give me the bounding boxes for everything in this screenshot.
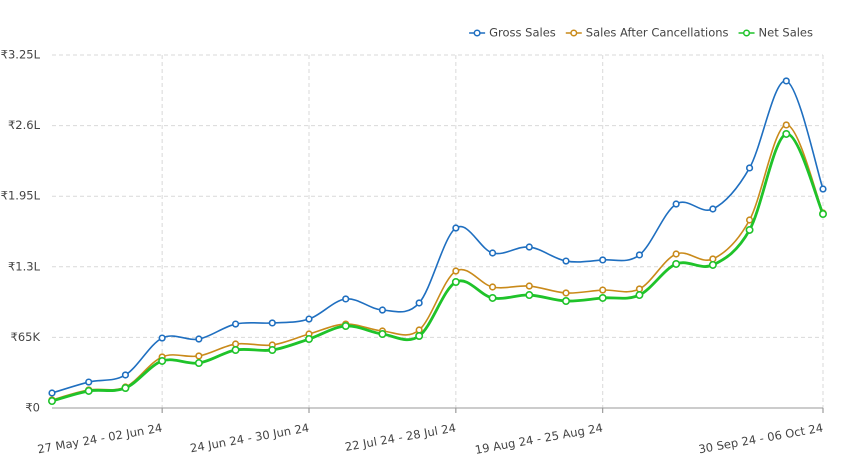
legend-label: Net Sales [759,26,813,40]
data-point [158,356,167,365]
data-point [488,293,497,302]
data-point [745,225,754,234]
data-point [452,224,460,232]
data-point [85,378,93,386]
data-point [635,285,644,293]
data-point [194,359,203,368]
data-point [672,259,681,268]
x-tick-label: 22 Jul 24 - 28 Jul 24 [344,421,457,454]
data-point [745,216,754,224]
data-point [525,243,533,251]
legend-swatch [742,29,751,37]
data-point [378,330,387,339]
data-point [268,319,276,327]
data-point [488,249,497,257]
x-tick-label: 30 Sep 24 - 06 Oct 24 [697,421,824,457]
data-point [599,256,607,264]
data-point [231,345,240,354]
x-tick-label: 27 May 24 - 02 Jun 24 [36,421,163,457]
data-point [342,295,350,303]
data-point [268,345,277,354]
data-point [782,129,791,138]
legend: Net Sales Sales After Cancellations Gross … [469,26,813,40]
data-point [452,267,460,275]
legend-label: Sales After Cancellations [586,26,729,40]
data-point [305,315,313,323]
data-point [451,278,460,287]
data-point [48,389,56,397]
x-tick-label: 19 Aug 24 - 25 Aug 24 [474,421,604,457]
legend-swatch [473,29,481,37]
legend-swatch [570,29,578,37]
data-point [525,291,534,300]
data-point [709,255,717,263]
data-point [562,257,570,265]
data-point [745,164,754,172]
data-point [231,320,240,328]
data-point [782,77,790,85]
data-point [562,289,570,297]
data-point [598,293,607,302]
data-point [415,326,423,334]
data-point [231,340,240,348]
data-point [819,185,827,193]
data-point [378,306,387,314]
series-line [51,80,824,394]
data-point [818,210,827,219]
data-point [47,397,56,406]
data-point [561,297,570,306]
data-point [121,371,130,379]
data-point [415,299,423,307]
data-point [304,335,313,344]
data-point [121,384,130,393]
data-point [195,335,203,343]
data-point [488,283,497,291]
series-line [51,132,825,403]
y-tick-label: ₹2.6L [8,118,41,132]
data-point [415,331,424,340]
data-point [158,334,166,342]
legend-label: Gross Sales [489,26,556,40]
data-point [84,386,93,395]
data-point [599,286,607,294]
y-tick-label: ₹1.95L [1,189,41,203]
data-point [635,291,644,300]
y-tick-label: ₹1.3L [8,259,41,273]
x-tick-label: 24 Jun 24 - 30 Jun 24 [189,421,310,456]
data-point [635,251,644,259]
y-tick-label: ₹65K [11,330,41,344]
data-point [708,260,717,269]
data-point [782,121,790,129]
data-point [672,200,680,208]
data-point [709,205,717,213]
data-point [195,352,203,360]
y-tick-label: ₹0 [25,401,40,415]
data-point [672,250,680,258]
y-tick-label: ₹3.25L [1,48,41,62]
data-point [341,321,350,330]
data-point [525,282,533,290]
